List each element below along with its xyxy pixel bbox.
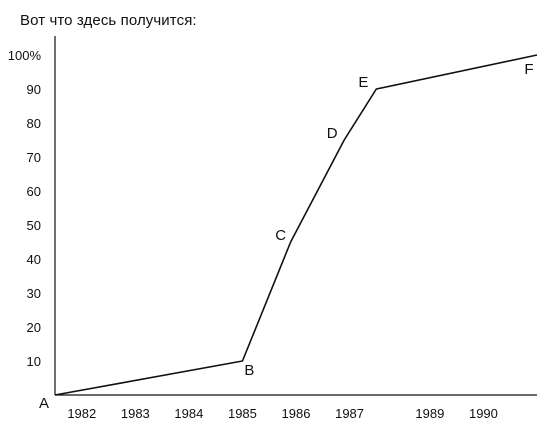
y-tick-label: 40 [27,252,41,267]
point-label: A [39,395,49,412]
point-label: E [358,74,368,91]
y-tick-label: 90 [27,82,41,97]
y-tick-label: 60 [27,184,41,199]
point-label: F [524,61,533,78]
point-label: C [275,227,286,244]
y-axis-ticks: 10 20 30 40 50 60 70 80 90 100% [8,48,42,369]
y-tick-label: 100% [8,48,42,63]
x-tick-label: 1984 [174,406,203,421]
y-tick-label: 80 [27,116,41,131]
x-tick-label: 1989 [415,406,444,421]
x-tick-label: 1987 [335,406,364,421]
series-line [54,54,538,396]
x-axis-ticks: 1982 1983 1984 1985 1986 1987 1989 1990 [67,406,498,421]
x-tick-label: 1990 [469,406,498,421]
y-tick-label: 50 [27,218,41,233]
x-tick-label: 1982 [67,406,96,421]
y-tick-label: 10 [27,354,41,369]
y-tick-label: 30 [27,286,41,301]
point-label: D [327,125,338,142]
y-tick-label: 70 [27,150,41,165]
x-tick-label: 1986 [282,406,311,421]
chart-caption: Вот что здесь получится: [20,12,197,29]
x-tick-label: 1985 [228,406,257,421]
y-tick-label: 20 [27,320,41,335]
x-tick-label: 1983 [121,406,150,421]
point-labels: A B C D E F [39,61,534,412]
point-label: B [244,362,254,379]
